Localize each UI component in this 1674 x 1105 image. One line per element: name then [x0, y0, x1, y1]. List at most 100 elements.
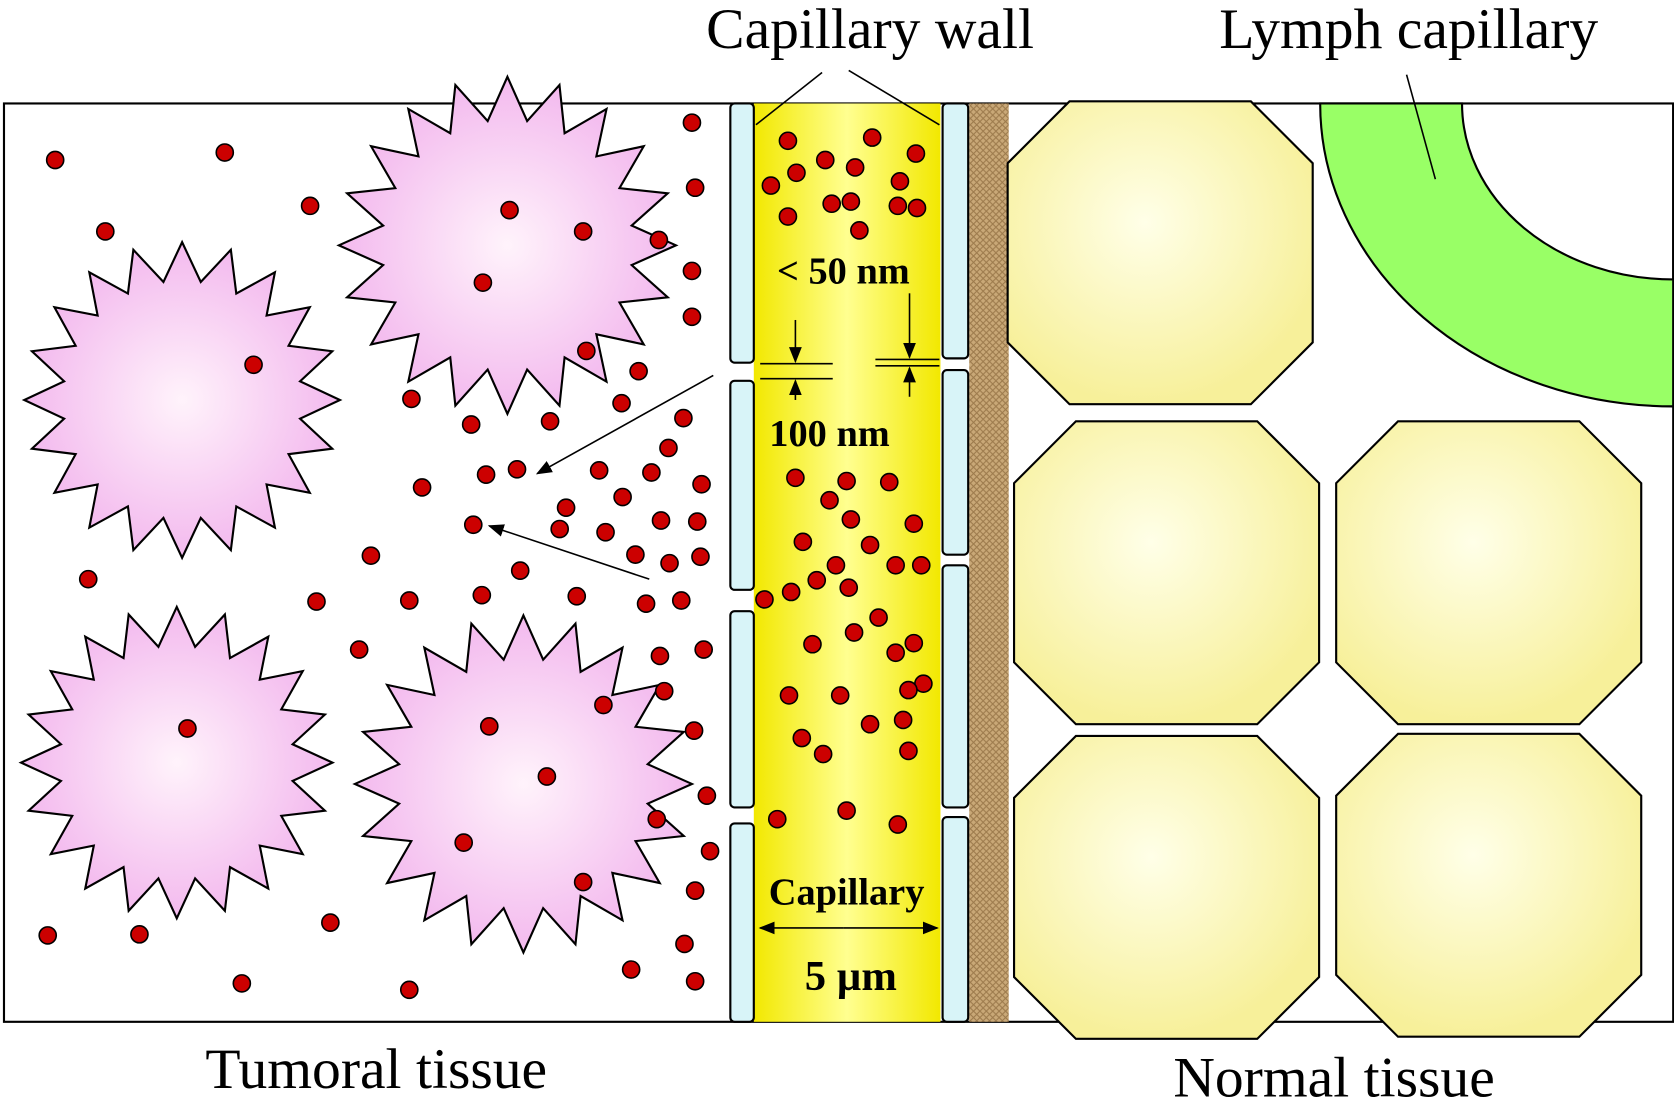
- basement-membrane: [969, 103, 1008, 1021]
- particle: [474, 274, 491, 291]
- particle: [788, 164, 805, 181]
- particle: [455, 834, 472, 851]
- particle: [889, 197, 906, 214]
- particle: [661, 555, 678, 572]
- diagram: Capillary wall Lymph capillary < 50 nm 1…: [0, 0, 1674, 1105]
- particle: [695, 641, 712, 658]
- particle: [683, 308, 700, 325]
- particle: [47, 151, 64, 168]
- particle: [362, 547, 379, 564]
- particle: [660, 439, 677, 456]
- particle: [401, 981, 418, 998]
- normal-cell: [1014, 421, 1319, 724]
- particle: [551, 521, 568, 538]
- particle: [478, 466, 495, 483]
- particle: [862, 716, 879, 733]
- particle: [862, 537, 879, 554]
- particle: [403, 390, 420, 407]
- particle: [804, 636, 821, 653]
- particle: [131, 926, 148, 943]
- particle: [692, 548, 709, 565]
- particle: [650, 231, 667, 248]
- particle: [793, 730, 810, 747]
- particle: [322, 914, 339, 931]
- particle: [97, 223, 114, 240]
- particle: [900, 682, 917, 699]
- particle: [905, 635, 922, 652]
- particle: [676, 935, 693, 952]
- particle: [827, 557, 844, 574]
- particle: [840, 579, 857, 596]
- wall-segment: [943, 817, 969, 1022]
- particle: [821, 492, 838, 509]
- normal-cell: [1336, 734, 1641, 1037]
- particle: [613, 395, 630, 412]
- particle: [308, 593, 325, 610]
- particle: [687, 973, 704, 990]
- particle: [887, 644, 904, 661]
- particle: [823, 195, 840, 212]
- particle: [673, 592, 690, 609]
- normal-cell: [1014, 736, 1319, 1039]
- particle: [846, 624, 863, 641]
- particle: [842, 511, 859, 528]
- particle: [302, 197, 319, 214]
- particle: [908, 199, 925, 216]
- particle: [651, 647, 668, 664]
- particle: [216, 144, 233, 161]
- particle: [508, 461, 525, 478]
- particle: [648, 811, 665, 828]
- particle: [597, 524, 614, 541]
- particle: [465, 516, 482, 533]
- particle: [842, 193, 859, 210]
- particle: [575, 874, 592, 891]
- particle: [623, 961, 640, 978]
- particle: [702, 843, 719, 860]
- particle: [870, 609, 887, 626]
- wall-segment: [943, 565, 969, 807]
- particle: [698, 787, 715, 804]
- particle: [675, 410, 692, 427]
- label: Capillary: [769, 871, 925, 913]
- label: Capillary wall: [706, 0, 1034, 61]
- particle: [578, 342, 595, 359]
- particle: [683, 114, 700, 131]
- label: < 50 nm: [777, 251, 910, 293]
- particle: [887, 557, 904, 574]
- particle: [891, 173, 908, 190]
- particle: [889, 816, 906, 833]
- particle: [638, 595, 655, 612]
- particle: [80, 571, 97, 588]
- particle: [179, 720, 196, 737]
- particle: [630, 363, 647, 380]
- label: Tumoral tissue: [205, 1038, 547, 1101]
- particle: [838, 473, 855, 490]
- particle: [864, 129, 881, 146]
- particle: [687, 882, 704, 899]
- particle: [627, 546, 644, 563]
- particle: [838, 802, 855, 819]
- particle: [687, 179, 704, 196]
- particle: [815, 746, 832, 763]
- wall-segment: [730, 823, 753, 1021]
- particle: [913, 557, 930, 574]
- particle: [817, 151, 834, 168]
- particle: [881, 474, 898, 491]
- particle: [693, 476, 710, 493]
- particle: [542, 413, 559, 430]
- particle: [512, 562, 529, 579]
- particle: [762, 177, 779, 194]
- particle: [689, 513, 706, 530]
- particle: [591, 462, 608, 479]
- normal-cell: [1336, 421, 1641, 724]
- particle: [783, 583, 800, 600]
- particle: [595, 696, 612, 713]
- particle: [832, 687, 849, 704]
- particle: [233, 975, 250, 992]
- particle: [245, 356, 262, 373]
- label: 5 µm: [805, 953, 897, 1000]
- particle: [794, 533, 811, 550]
- wall-segment: [730, 381, 753, 590]
- particle: [851, 222, 868, 239]
- wall-segment: [943, 103, 969, 358]
